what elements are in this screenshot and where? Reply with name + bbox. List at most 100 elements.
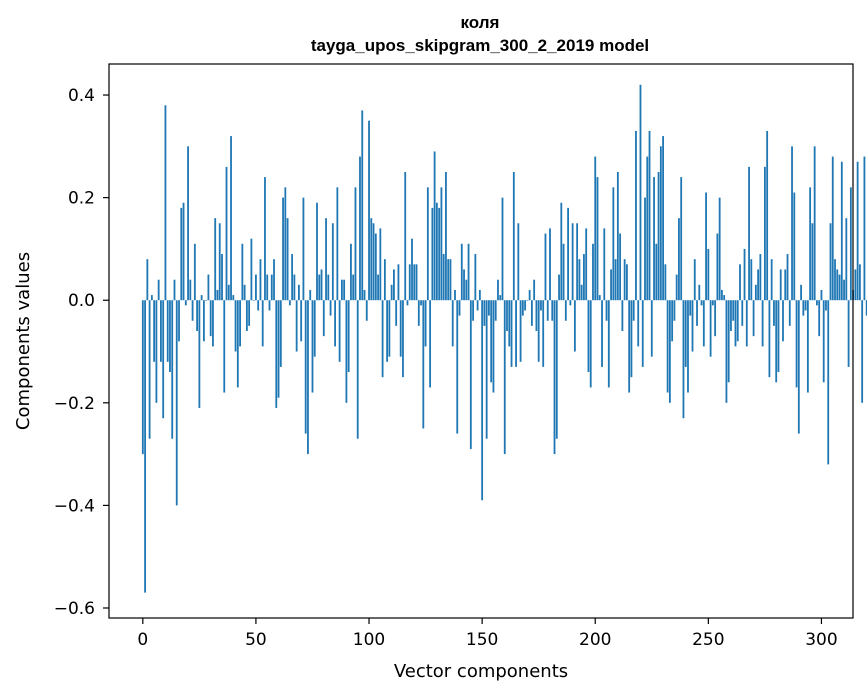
bar-179 [546, 300, 549, 321]
bar-87 [338, 300, 341, 362]
bar-183 [555, 300, 558, 439]
bars-group [141, 84, 867, 593]
bar-108 [386, 300, 389, 362]
bar-177 [542, 300, 545, 367]
bar-313 [849, 187, 852, 301]
bar-224 [648, 130, 651, 301]
y-tick-label-2: −0.2 [54, 394, 95, 414]
bar-104 [377, 274, 379, 301]
bar-6 [155, 300, 158, 403]
bar-57 [270, 274, 273, 301]
bar-30 [209, 300, 212, 337]
bar-262 [734, 300, 737, 347]
bar-147 [474, 254, 477, 301]
bar-12 [169, 300, 171, 373]
bar-105 [379, 228, 382, 301]
bar-31 [212, 300, 214, 347]
y-tick-label-5: 0.4 [68, 86, 95, 106]
bar-223 [646, 156, 649, 301]
bar-171 [528, 289, 531, 301]
bar-123 [420, 300, 422, 306]
bar-25 [198, 300, 201, 408]
bar-240 [684, 300, 687, 367]
bar-318 [861, 300, 864, 403]
bar-233 [668, 300, 671, 403]
bar-181 [551, 300, 554, 321]
bar-16 [178, 300, 180, 342]
bar-270 [752, 300, 755, 337]
bar-9 [162, 300, 165, 419]
bar-85 [334, 300, 336, 347]
bar-138 [454, 289, 456, 301]
bar-218 [635, 130, 637, 301]
bar-170 [526, 300, 529, 301]
bar-72 [304, 300, 307, 434]
bar-60 [277, 300, 280, 398]
bar-0 [141, 300, 144, 455]
bar-106 [381, 300, 384, 378]
bar-20 [187, 146, 189, 301]
bar-268 [748, 166, 750, 301]
bar-133 [442, 254, 445, 301]
bar-249 [705, 192, 707, 301]
bar-271 [754, 284, 757, 301]
bar-43 [239, 300, 241, 347]
bar-64 [286, 218, 289, 301]
y-axis-label: Components values [13, 252, 34, 430]
bar-259 [727, 300, 730, 383]
bar-220 [639, 84, 642, 301]
bar-257 [723, 295, 726, 301]
bar-90 [345, 300, 348, 403]
bar-161 [506, 300, 508, 331]
bar-162 [508, 300, 511, 347]
bar-309 [840, 161, 843, 301]
bar-27 [202, 300, 205, 342]
bar-284 [784, 269, 787, 301]
bar-305 [831, 156, 834, 301]
bar-215 [628, 300, 631, 393]
bar-121 [415, 264, 418, 301]
bar-288 [793, 192, 796, 301]
bar-89 [343, 279, 346, 301]
bar-28 [205, 300, 208, 301]
bar-45 [243, 284, 246, 301]
bar-246 [698, 284, 701, 301]
bar-91 [347, 300, 350, 373]
bar-166 [517, 223, 520, 301]
bar-272 [757, 269, 760, 301]
bar-82 [327, 274, 330, 301]
x-tick-label-0: 0 [137, 630, 148, 650]
bar-267 [745, 300, 748, 347]
x-tick-label-50: 50 [245, 630, 267, 650]
bar-269 [750, 259, 753, 301]
bar-196 [585, 228, 588, 301]
bar-160 [503, 300, 506, 455]
bar-300 [820, 289, 823, 301]
bar-42 [236, 300, 239, 388]
bar-127 [429, 300, 432, 388]
bar-35 [221, 254, 223, 301]
bar-73 [307, 300, 309, 455]
bar-125 [424, 300, 427, 347]
bar-252 [711, 300, 714, 306]
bar-117 [406, 300, 409, 306]
bar-49 [252, 300, 255, 301]
bar-202 [598, 295, 601, 301]
bar-226 [653, 177, 655, 301]
bar-5 [153, 300, 156, 362]
bar-67 [293, 274, 296, 301]
bar-54 [264, 177, 266, 301]
bar-263 [736, 300, 739, 342]
bar-99 [365, 300, 368, 321]
bar-217 [632, 300, 635, 321]
bar-310 [843, 279, 845, 301]
bar-144 [467, 243, 470, 301]
bar-151 [483, 300, 486, 326]
bar-199 [592, 243, 594, 301]
bar-251 [709, 300, 712, 357]
bar-154 [490, 300, 493, 383]
bar-78 [318, 274, 321, 301]
bar-7 [157, 279, 160, 301]
bar-122 [417, 300, 420, 326]
